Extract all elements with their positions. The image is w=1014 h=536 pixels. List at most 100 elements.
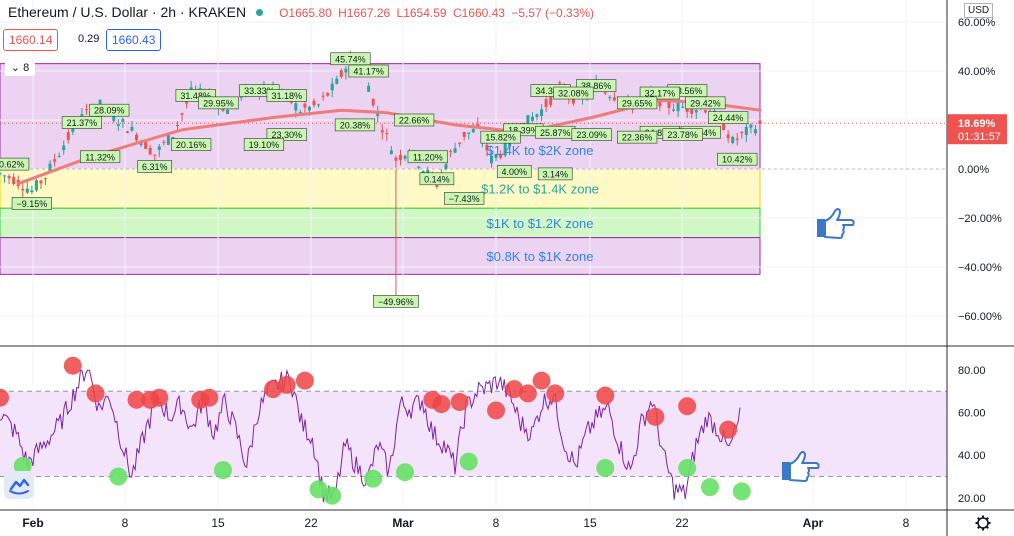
candle-body (153, 154, 157, 156)
annotation-box (537, 167, 573, 181)
candle-body (298, 112, 302, 114)
percent-annotation[interactable]: −0.62% (0, 157, 30, 171)
candle-body (417, 166, 421, 168)
candle-body (317, 104, 321, 106)
ohlc-close: C1660.43 (452, 6, 505, 20)
annotation-text: 4.00% (501, 167, 527, 177)
percent-annotation[interactable]: 45.74% (330, 52, 371, 66)
annotation-text: 32.08% (558, 89, 589, 99)
percent-annotation[interactable]: 32.17% (639, 86, 680, 100)
percent-annotation[interactable]: 23.30% (266, 128, 307, 141)
buy-price-button[interactable]: 1660.43 (106, 29, 162, 51)
sell-price-button[interactable]: 1660.14 (3, 29, 59, 51)
x-tick-label: Apr (803, 516, 824, 530)
candle-body (526, 115, 530, 124)
zone-rect[interactable] (0, 237, 761, 275)
percent-annotation[interactable]: 11.32% (80, 150, 121, 164)
annotation-box (444, 192, 485, 205)
candle-body (226, 109, 230, 114)
annotation-text: 3.14% (542, 169, 568, 179)
symbol-title[interactable]: Ethereum / U.S. Dollar · 2h · KRAKEN (8, 4, 247, 20)
gear-icon[interactable] (975, 515, 991, 531)
annotation-box (480, 130, 521, 144)
annotation-box (198, 96, 239, 110)
percent-annotation[interactable]: 20.16% (171, 138, 212, 151)
drawings-toggle-button[interactable]: ⌄ 8 (5, 60, 35, 76)
candle-body (53, 159, 57, 162)
percent-annotation[interactable]: 23.09% (571, 128, 612, 141)
annotation-text: 29.95% (203, 98, 234, 108)
annotation-box (617, 130, 658, 144)
percent-annotation[interactable]: −7.43% (444, 192, 485, 205)
percent-annotation[interactable]: 4.00% (496, 165, 532, 178)
x-tick-label: Feb (22, 516, 43, 530)
x-tick-label: 22 (675, 516, 689, 530)
percent-annotation[interactable]: 28.09% (89, 103, 130, 117)
overbought-marker (646, 407, 665, 426)
zone-rect[interactable] (0, 207, 761, 239)
rsi-tick-label: 20.00 (958, 493, 986, 505)
percent-annotation[interactable]: 23.78% (662, 128, 703, 141)
rsi-tick-label: 80.00 (958, 365, 986, 377)
percent-annotation[interactable]: 24.44% (708, 111, 749, 124)
overbought-marker (277, 375, 296, 394)
annotation-text: 19.10% (249, 140, 280, 150)
percent-annotation[interactable]: 29.95% (198, 96, 239, 110)
percent-annotation[interactable]: 19.10% (243, 138, 285, 151)
percent-annotation[interactable]: 22.66% (394, 113, 435, 127)
annotation-text: 29.65% (622, 98, 653, 108)
percent-annotation[interactable]: 31.18% (266, 89, 307, 102)
candle-body (34, 180, 38, 191)
chevron-down-icon: ⌄ (10, 62, 21, 74)
percent-annotation[interactable]: 29.42% (685, 96, 726, 110)
candle-body (549, 96, 553, 106)
percent-annotation[interactable]: 15.82% (480, 130, 521, 144)
overbought-marker (532, 371, 551, 390)
annotation-box (407, 150, 448, 164)
zone-rect[interactable] (0, 168, 761, 209)
percent-annotation[interactable]: 22.36% (617, 130, 658, 144)
candle-body (690, 105, 694, 114)
annotation-box (496, 165, 532, 178)
candle-body (471, 128, 475, 133)
percent-annotation[interactable]: 41.17% (348, 64, 389, 78)
overbought-marker (719, 420, 738, 439)
candle-body (540, 109, 544, 116)
percent-annotation[interactable]: 10.42% (717, 152, 758, 166)
currency-button[interactable]: USD (964, 3, 994, 18)
candle-body (48, 163, 52, 172)
annotation-text: 20.16% (176, 140, 207, 150)
percent-annotation[interactable]: 29.65% (617, 96, 658, 110)
percent-annotation[interactable]: 25.87% (535, 125, 576, 139)
annotation-text: 33.56% (672, 86, 703, 96)
percent-annotation[interactable]: 0.14% (419, 172, 455, 186)
percent-annotation[interactable]: −49.96% (373, 294, 419, 308)
oversold-marker (700, 478, 719, 497)
oversold-marker (459, 452, 478, 471)
candle-body (116, 124, 120, 126)
annotation-text: 41.17% (353, 67, 384, 77)
last-price-timer: 01:31:57 (958, 131, 1001, 143)
percent-annotation[interactable]: −9.15% (11, 197, 52, 210)
candle-body (166, 134, 170, 145)
annotation-text: 22.66% (399, 116, 430, 126)
percent-annotation[interactable]: 32.08% (553, 86, 594, 100)
y-tick-label: −20.00% (958, 213, 1002, 225)
annotation-text: 23.30% (271, 130, 302, 140)
annotation-text: 15.82% (485, 133, 516, 143)
oversold-marker (678, 458, 697, 477)
annotation-box (266, 128, 307, 141)
percent-annotation[interactable]: 21.37% (61, 116, 103, 129)
percent-annotation[interactable]: 3.14% (537, 167, 573, 181)
percent-annotation[interactable]: 6.31% (137, 160, 173, 173)
drawings-count: 8 (23, 62, 30, 74)
candle-body (535, 114, 539, 117)
percent-annotation[interactable]: 11.20% (407, 150, 448, 164)
candle-body (740, 131, 744, 134)
candle-body (476, 124, 480, 127)
candle-body (603, 92, 607, 94)
candle-body (389, 150, 393, 155)
rsi-tick-label: 40.00 (958, 450, 986, 462)
percent-annotation[interactable]: 20.38% (334, 118, 376, 132)
